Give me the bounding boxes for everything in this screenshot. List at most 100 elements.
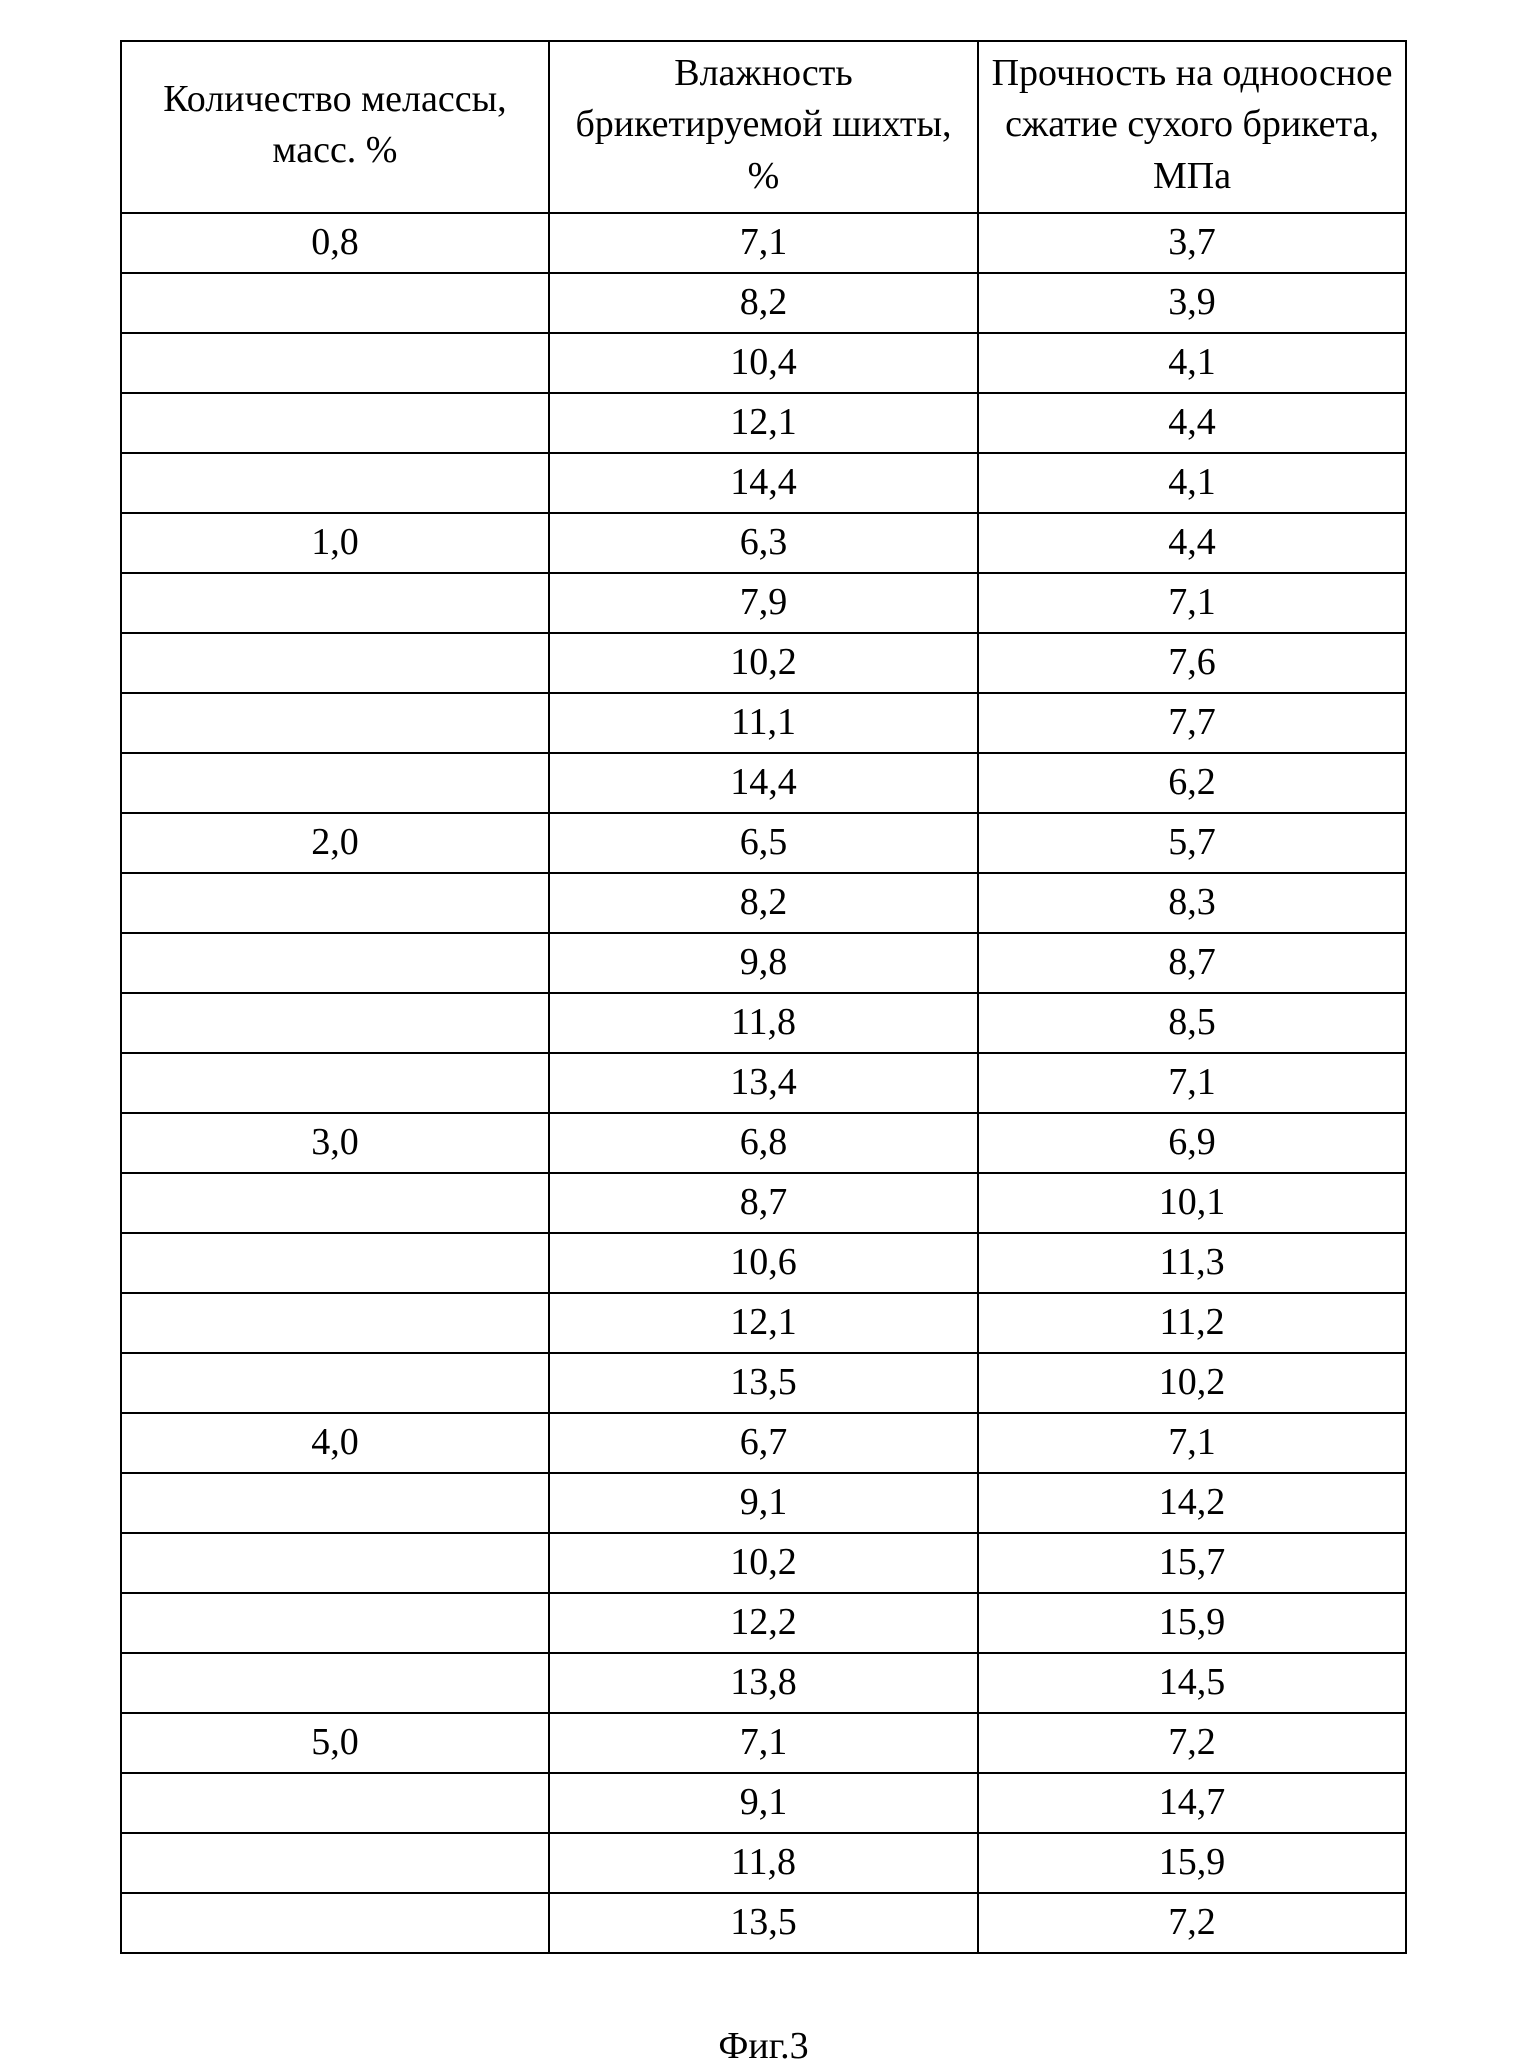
table-row: 11,17,7 xyxy=(121,693,1406,753)
table-cell: 5,7 xyxy=(978,813,1406,873)
table-cell: 7,1 xyxy=(978,1053,1406,1113)
table-cell xyxy=(121,933,549,993)
table-cell: 8,7 xyxy=(549,1173,978,1233)
table-cell xyxy=(121,1173,549,1233)
table-cell: 8,3 xyxy=(978,873,1406,933)
table-row: 11,815,9 xyxy=(121,1833,1406,1893)
table-cell xyxy=(121,333,549,393)
table-cell: 11,8 xyxy=(549,1833,978,1893)
table-row: 10,611,3 xyxy=(121,1233,1406,1293)
table-cell: 11,1 xyxy=(549,693,978,753)
table-cell: 4,1 xyxy=(978,453,1406,513)
table-cell xyxy=(121,1893,549,1953)
table-cell: 7,1 xyxy=(549,213,978,273)
table-row: 4,06,77,1 xyxy=(121,1413,1406,1473)
table-row: 8,28,3 xyxy=(121,873,1406,933)
table-row: 9,114,2 xyxy=(121,1473,1406,1533)
table-cell: 15,9 xyxy=(978,1593,1406,1653)
table-cell xyxy=(121,873,549,933)
table-cell: 11,3 xyxy=(978,1233,1406,1293)
table-cell: 6,5 xyxy=(549,813,978,873)
table-row: 13,47,1 xyxy=(121,1053,1406,1113)
table-cell: 13,5 xyxy=(549,1353,978,1413)
table-cell: 8,2 xyxy=(549,873,978,933)
table-cell: 6,9 xyxy=(978,1113,1406,1173)
table-cell: 6,3 xyxy=(549,513,978,573)
table-cell: 7,2 xyxy=(978,1713,1406,1773)
table-cell: 3,9 xyxy=(978,273,1406,333)
table-cell: 10,4 xyxy=(549,333,978,393)
table-row: 14,44,1 xyxy=(121,453,1406,513)
table-row: 8,710,1 xyxy=(121,1173,1406,1233)
table-cell: 9,1 xyxy=(549,1773,978,1833)
table-cell: 14,4 xyxy=(549,753,978,813)
table-row: 12,215,9 xyxy=(121,1593,1406,1653)
table-row: 0,87,13,7 xyxy=(121,213,1406,273)
table-cell: 4,4 xyxy=(978,513,1406,573)
table-row: 13,814,5 xyxy=(121,1653,1406,1713)
table-cell: 4,0 xyxy=(121,1413,549,1473)
table-cell: 15,7 xyxy=(978,1533,1406,1593)
table-row: 7,97,1 xyxy=(121,573,1406,633)
table-cell: 6,8 xyxy=(549,1113,978,1173)
table-row: 1,06,34,4 xyxy=(121,513,1406,573)
table-row: 10,44,1 xyxy=(121,333,1406,393)
table-cell: 6,7 xyxy=(549,1413,978,1473)
table-head: Количество мелассы, масс. % Влажность бр… xyxy=(121,41,1406,213)
table-cell: 5,0 xyxy=(121,1713,549,1773)
table-cell: 13,4 xyxy=(549,1053,978,1113)
table-cell: 10,1 xyxy=(978,1173,1406,1233)
table-cell: 11,8 xyxy=(549,993,978,1053)
table-cell: 13,5 xyxy=(549,1893,978,1953)
table-cell: 12,1 xyxy=(549,1293,978,1353)
table-cell xyxy=(121,1473,549,1533)
table-cell: 7,9 xyxy=(549,573,978,633)
table-header-cell: Количество мелассы, масс. % xyxy=(121,41,549,213)
table-cell xyxy=(121,573,549,633)
table-cell xyxy=(121,1233,549,1293)
table-cell xyxy=(121,993,549,1053)
table-row: 9,88,7 xyxy=(121,933,1406,993)
table-row: 5,07,17,2 xyxy=(121,1713,1406,1773)
table-cell: 14,2 xyxy=(978,1473,1406,1533)
table-cell: 3,7 xyxy=(978,213,1406,273)
table-body: 0,87,13,78,23,910,44,112,14,414,44,11,06… xyxy=(121,213,1406,1953)
table-cell xyxy=(121,1593,549,1653)
table-cell: 8,5 xyxy=(978,993,1406,1053)
table-cell xyxy=(121,1653,549,1713)
table-cell: 13,8 xyxy=(549,1653,978,1713)
table-cell: 9,1 xyxy=(549,1473,978,1533)
table-cell: 7,7 xyxy=(978,693,1406,753)
table-cell: 10,6 xyxy=(549,1233,978,1293)
table-cell: 12,2 xyxy=(549,1593,978,1653)
table-cell: 6,2 xyxy=(978,753,1406,813)
table-row: 12,14,4 xyxy=(121,393,1406,453)
table-cell xyxy=(121,453,549,513)
table-row: 3,06,86,9 xyxy=(121,1113,1406,1173)
table-cell: 7,6 xyxy=(978,633,1406,693)
table-cell: 4,4 xyxy=(978,393,1406,453)
figure-caption: Фиг.3 xyxy=(120,2024,1407,2068)
table-cell xyxy=(121,1353,549,1413)
table-cell xyxy=(121,753,549,813)
table-row: 8,23,9 xyxy=(121,273,1406,333)
table-row: 13,510,2 xyxy=(121,1353,1406,1413)
table-cell xyxy=(121,1053,549,1113)
table-row: 13,57,2 xyxy=(121,1893,1406,1953)
table-cell: 14,7 xyxy=(978,1773,1406,1833)
table-cell: 7,1 xyxy=(978,573,1406,633)
table-row: 10,215,7 xyxy=(121,1533,1406,1593)
table-row: 10,27,6 xyxy=(121,633,1406,693)
table-cell xyxy=(121,393,549,453)
table-cell: 10,2 xyxy=(549,1533,978,1593)
table-cell xyxy=(121,1773,549,1833)
table-header-row: Количество мелассы, масс. % Влажность бр… xyxy=(121,41,1406,213)
table-cell xyxy=(121,693,549,753)
table-row: 9,114,7 xyxy=(121,1773,1406,1833)
table-cell xyxy=(121,633,549,693)
data-table: Количество мелассы, масс. % Влажность бр… xyxy=(120,40,1407,1954)
table-cell: 10,2 xyxy=(549,633,978,693)
table-row: 14,46,2 xyxy=(121,753,1406,813)
table-cell: 7,1 xyxy=(549,1713,978,1773)
table-row: 12,111,2 xyxy=(121,1293,1406,1353)
